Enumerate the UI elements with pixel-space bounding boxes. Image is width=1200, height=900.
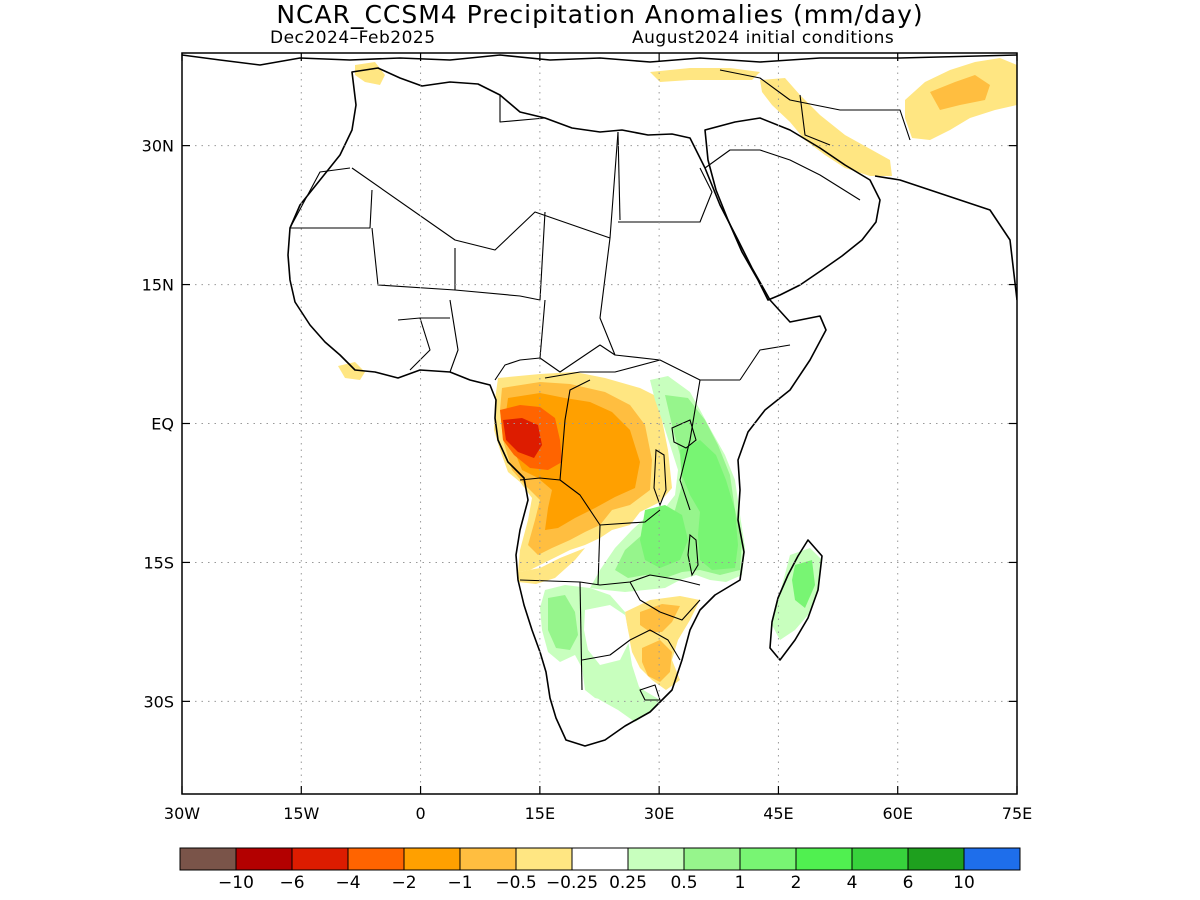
colorbar-label: −4 (335, 873, 360, 893)
colorbar-label: 4 (847, 873, 858, 893)
wet-anomaly-namibia-core (548, 595, 578, 650)
colorbar-label: 6 (903, 873, 914, 893)
colorbar-label: −10 (218, 873, 254, 893)
lon-tick-label: 60E (882, 804, 912, 823)
lake-victoria (671, 419, 697, 449)
colorbar-swatch (347, 847, 405, 871)
anomaly-shading (338, 58, 1017, 722)
colorbar-label: 2 (791, 873, 802, 893)
dry-anomaly-guinea-coast (338, 362, 365, 380)
strongest-dry-anomaly-gabon (503, 418, 542, 458)
subtitle-initial-conditions: August2024 initial conditions (632, 28, 895, 48)
colorbar-label: −0.25 (546, 873, 598, 893)
colorbar-label: −6 (279, 873, 304, 893)
dry-anomaly-iberia (355, 62, 385, 85)
madagascar-coastline (769, 539, 823, 661)
lat-axis: 30N 15N EQ 15S 30S (142, 137, 1017, 711)
colorbar-swatch (515, 847, 573, 871)
dry-anomaly-angola-coast (518, 548, 585, 584)
lake-tanganyika (653, 449, 667, 507)
colorbar-swatch (235, 847, 293, 871)
lat-tick-label: EQ (151, 415, 174, 434)
colorbar (179, 847, 1021, 871)
graticule (182, 53, 1017, 794)
colorbar-label: −0.5 (495, 873, 536, 893)
colorbar-label: −2 (391, 873, 416, 893)
lat-tick-label: 15N (142, 276, 174, 295)
colorbar-label: 10 (953, 873, 975, 893)
country-borders (289, 69, 911, 701)
dry-anomaly-iran-core (930, 75, 990, 110)
arabian-peninsula-coastline (704, 117, 881, 301)
colorbar-label: 0.25 (609, 873, 647, 893)
coastlines (182, 54, 1017, 747)
neutral-patch-botswana (584, 605, 630, 665)
dry-anomaly-mediterranean (650, 68, 760, 82)
lon-axis: 30W 15W 0 15E 30E 45E 60E 75E (164, 53, 1032, 823)
colorbar-swatch (683, 847, 741, 871)
colorbar-label: 0.5 (670, 873, 697, 893)
lon-tick-label: 30W (164, 804, 200, 823)
chart-title: NCAR_CCSM4 Precipitation Anomalies (mm/d… (276, 0, 924, 29)
dry-anomaly-zimbabwe-core (640, 604, 680, 632)
colorbar-swatch (795, 847, 853, 871)
colorbar-swatch (571, 847, 629, 871)
lat-tick-label: 30S (143, 692, 174, 711)
subtitle-season: Dec2024–Feb2025 (270, 28, 436, 48)
iran-coastline (874, 175, 1017, 301)
lon-tick-label: 45E (763, 804, 793, 823)
colorbar-swatch (291, 847, 349, 871)
lon-tick-label: 15E (525, 804, 555, 823)
wet-anomaly-zambia (640, 505, 688, 568)
lat-tick-label: 30N (142, 137, 174, 156)
colorbar-swatch (963, 847, 1021, 871)
colorbar-label: −1 (447, 873, 472, 893)
wet-anomaly-tanzania-core (680, 440, 738, 570)
lon-tick-label: 75E (1002, 804, 1032, 823)
colorbar-swatch (179, 847, 237, 871)
dry-anomaly-middle-east (760, 78, 892, 176)
lon-tick-label: 0 (415, 804, 425, 823)
lon-tick-label: 15W (283, 804, 319, 823)
colorbar-swatch (627, 847, 685, 871)
wet-anomaly-south-africa (585, 668, 660, 722)
colorbar-label: 1 (735, 873, 746, 893)
europe-coastline (182, 54, 1017, 66)
colorbar-labels: −10 −6 −4 −2 −1 −0.5 −0.25 0.25 0.5 1 2 4 6 10 (218, 873, 975, 893)
wet-anomaly-madagascar-core (792, 560, 815, 608)
colorbar-swatch (851, 847, 909, 871)
lakes (653, 419, 699, 577)
lon-tick-label: 30E (644, 804, 674, 823)
colorbar-swatch (459, 847, 517, 871)
africa-coastline (287, 67, 827, 747)
lat-tick-label: 15S (143, 553, 174, 572)
colorbar-swatch (739, 847, 797, 871)
colorbar-swatch (403, 847, 461, 871)
colorbar-swatch (907, 847, 965, 871)
lake-malawi (687, 533, 699, 577)
dry-anomaly-south-africa-core (642, 640, 672, 682)
